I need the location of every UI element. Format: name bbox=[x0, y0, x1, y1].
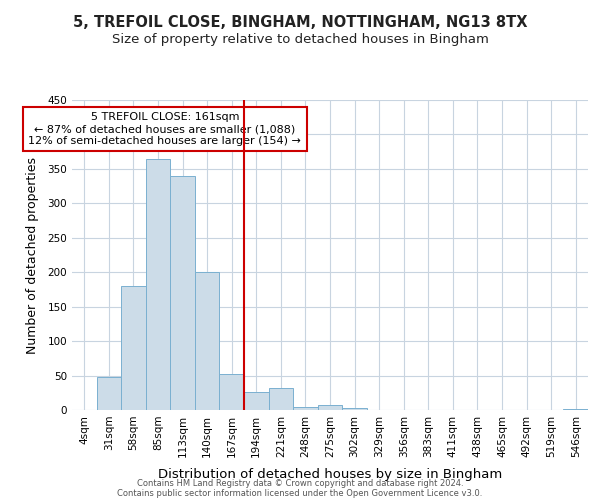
Bar bbox=[146, 158, 170, 410]
Bar bbox=[318, 405, 342, 410]
Bar bbox=[170, 176, 195, 410]
Bar bbox=[269, 388, 293, 410]
Bar bbox=[195, 272, 220, 410]
Bar bbox=[244, 392, 269, 410]
Text: 5, TREFOIL CLOSE, BINGHAM, NOTTINGHAM, NG13 8TX: 5, TREFOIL CLOSE, BINGHAM, NOTTINGHAM, N… bbox=[73, 15, 527, 30]
Text: 5 TREFOIL CLOSE: 161sqm
← 87% of detached houses are smaller (1,088)
12% of semi: 5 TREFOIL CLOSE: 161sqm ← 87% of detache… bbox=[28, 112, 301, 146]
Text: Contains public sector information licensed under the Open Government Licence v3: Contains public sector information licen… bbox=[118, 488, 482, 498]
Text: Size of property relative to detached houses in Bingham: Size of property relative to detached ho… bbox=[112, 32, 488, 46]
Bar bbox=[121, 286, 146, 410]
Text: Contains HM Land Registry data © Crown copyright and database right 2024.: Contains HM Land Registry data © Crown c… bbox=[137, 478, 463, 488]
Bar bbox=[342, 408, 367, 410]
X-axis label: Distribution of detached houses by size in Bingham: Distribution of detached houses by size … bbox=[158, 468, 502, 481]
Bar bbox=[563, 408, 588, 410]
Bar bbox=[97, 377, 121, 410]
Bar bbox=[293, 406, 318, 410]
Y-axis label: Number of detached properties: Number of detached properties bbox=[26, 156, 39, 354]
Bar bbox=[220, 374, 244, 410]
